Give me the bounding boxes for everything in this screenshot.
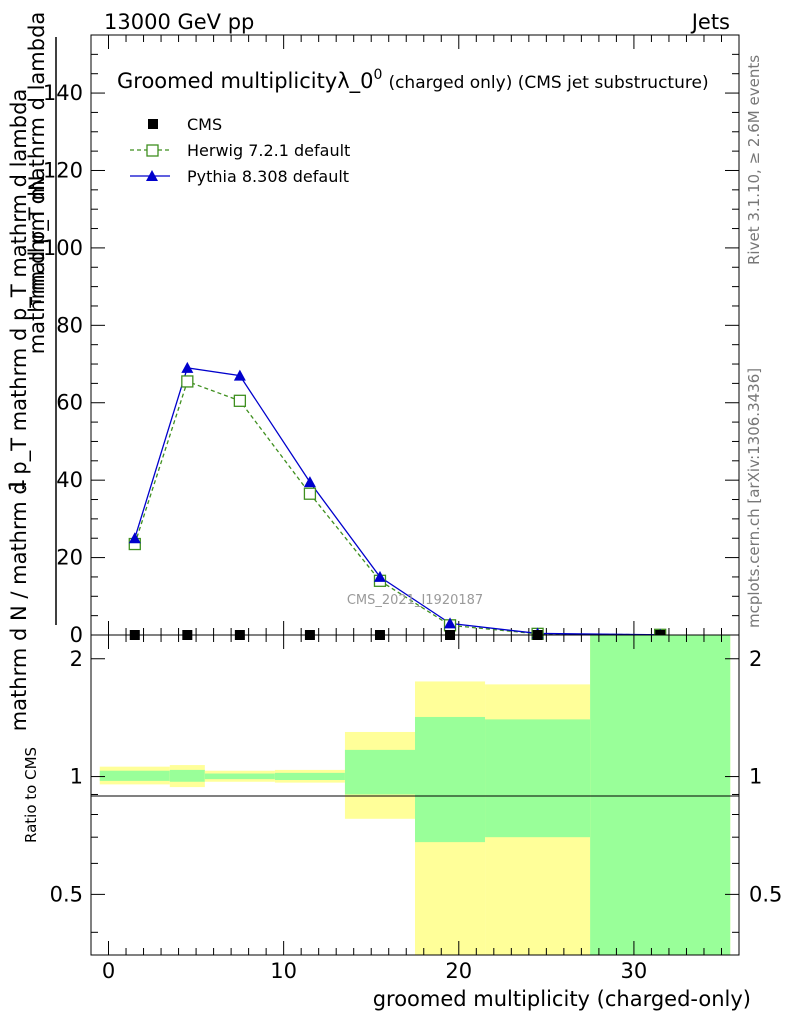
- ratio-band-green: [204, 773, 275, 780]
- pythia-point: [444, 617, 457, 629]
- legend: CMS Herwig 7.2.1 default Pythia 8.308 de…: [130, 115, 350, 186]
- legend-label-herwig: Herwig 7.2.1 default: [187, 141, 350, 160]
- legend-marker-pythia: [146, 170, 158, 181]
- plot-title-main: Groomed multiplicityλ_0: [117, 69, 374, 94]
- pythia-line: [134, 367, 661, 636]
- main-y-tick-label: 80: [56, 313, 83, 337]
- ylabel-top: mathrm dN: [25, 175, 49, 294]
- ratio-panel-frame: [90, 634, 740, 956]
- main-y-axis: 0 20 40 60 80 100 120 140: [43, 34, 739, 647]
- ylabel-subscript: T: [30, 297, 45, 306]
- ratio-band-green: [99, 770, 170, 781]
- ylabel-bottom: mathrm d N / mathrm d p_T mathrm d p_T m…: [7, 89, 32, 732]
- ylabel-top2: mathrm d p_T mathrm d lambda: [25, 12, 50, 355]
- ratio-y-tick-label-left: 0.5: [50, 882, 83, 906]
- pythia-point: [128, 532, 141, 544]
- main-y-tick-label: 140: [43, 81, 83, 105]
- ratio-y-tick-label-left: 1: [70, 765, 83, 789]
- x-tick-label: 30: [621, 959, 648, 983]
- ratio-bands: [99, 635, 731, 955]
- ratio-band-green: [415, 716, 486, 843]
- ratio-band-green: [590, 635, 731, 955]
- herwig-point: [233, 394, 247, 407]
- x-tick-label: 20: [445, 959, 472, 983]
- herwig-point: [303, 487, 317, 500]
- plot-title-sup: 0: [374, 67, 383, 83]
- x-tick-label: 0: [102, 959, 115, 983]
- ratio-y-tick-label-left: 2: [70, 647, 83, 671]
- ratio-y-tick-label-right: 2: [749, 647, 762, 671]
- ratio-y-tick-label-right: 0.5: [749, 882, 782, 906]
- ratio-band-green: [344, 749, 415, 795]
- main-y-tick-label: 100: [43, 236, 83, 260]
- main-y-tick-label: 60: [56, 391, 83, 415]
- pythia-point: [181, 361, 194, 373]
- ratio-band-green: [274, 772, 345, 780]
- rivet-label: Rivet 3.1.10, ≥ 2.6M events: [745, 55, 763, 265]
- plot-title-note: (charged only) (CMS jet substructure): [388, 73, 708, 93]
- mcplots-label: mcplots.cern.ch [arXiv:1306.3436]: [745, 368, 763, 628]
- legend-marker-cms: [148, 119, 158, 129]
- pythia-point: [373, 570, 386, 582]
- x-tick-label: 10: [270, 959, 297, 983]
- pythia-point: [233, 369, 246, 381]
- main-y-tick-label: 40: [56, 468, 83, 492]
- watermark: CMS_2021_I1920187: [347, 593, 483, 608]
- ratio-band-green: [169, 769, 205, 782]
- main-y-axis-label: mathrm dN mathrm d p_T mathrm d lambda 1…: [5, 12, 57, 732]
- x-axis-label: groomed multiplicity (charged-only): [373, 987, 751, 1011]
- process-label: Jets: [690, 10, 730, 34]
- herwig-point: [181, 375, 194, 388]
- main-y-tick-label: 0: [70, 623, 83, 647]
- ratio-y-tick-label-right: 1: [749, 765, 762, 789]
- ratio-y-axis: 0.5 0.5 1 1 2 2: [50, 647, 782, 933]
- ratio-y-label: Ratio to CMS: [22, 747, 40, 843]
- energy-label: 13000 GeV pp: [104, 10, 254, 34]
- pythia-point: [303, 476, 316, 488]
- legend-label-pythia: Pythia 8.308 default: [187, 167, 349, 186]
- main-y-tick-label: 120: [43, 158, 83, 182]
- plot-title: Groomed multiplicityλ_00 (charged only) (…: [117, 67, 709, 94]
- legend-label-cms: CMS: [187, 115, 222, 134]
- ylabel-one: 1: [5, 478, 29, 491]
- ratio-band-green: [485, 719, 591, 838]
- ratio-x-axis: 0 10 20 30: [102, 635, 722, 983]
- main-y-tick-label: 20: [56, 546, 83, 570]
- legend-marker-herwig: [146, 144, 159, 157]
